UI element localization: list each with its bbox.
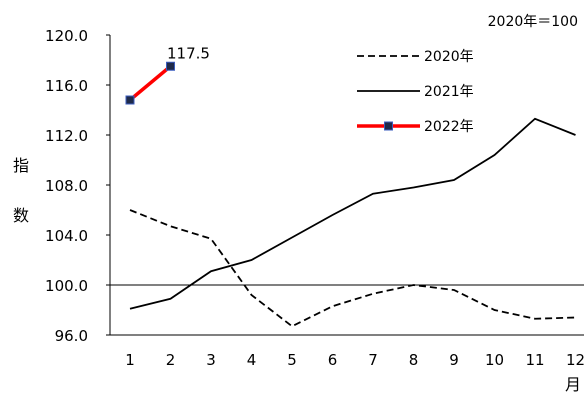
y-tick-label: 96.0 [55, 327, 88, 345]
x-tick-label: 10 [485, 351, 504, 369]
y-axis-ticks: 120.0 116.0 112.0 108.0 104.0 100.0 96.0 [45, 27, 110, 345]
y-axis-label-char-2: 数 [13, 206, 29, 225]
y-tick-label: 120.0 [45, 27, 88, 45]
x-axis-ticks: 1 2 3 4 5 6 7 8 9 10 11 12 [125, 351, 584, 369]
x-tick-label: 3 [206, 351, 216, 369]
series-line-1 [129, 209, 576, 328]
x-axis-unit-label: 月 [565, 375, 581, 394]
x-tick-label: 5 [287, 351, 297, 369]
y-tick-label: 112.0 [45, 127, 88, 145]
x-tick-label: 12 [566, 351, 584, 369]
series-3-point [125, 95, 135, 105]
legend-label-2: 2021年 [424, 84, 474, 100]
x-tick-label: 1 [125, 351, 135, 369]
legend-label-1: 2020年 [424, 49, 474, 65]
series-line-3 [128, 64, 172, 102]
series-line-2 [129, 117, 576, 310]
y-tick-label: 100.0 [45, 277, 88, 295]
y-tick-label: 108.0 [45, 177, 88, 195]
y-tick-label: 104.0 [45, 227, 88, 245]
legend: 2020年 2021年 2022年 [357, 49, 474, 135]
x-tick-label: 2 [166, 351, 176, 369]
x-tick-label: 6 [328, 351, 338, 369]
x-tick-label: 9 [449, 351, 459, 369]
annotations: 117.5 [167, 44, 210, 62]
data-label: 117.5 [167, 44, 210, 62]
legend-label-3: 2022年 [424, 119, 474, 135]
x-tick-label: 8 [409, 351, 419, 369]
base-note: 2020年＝100 [488, 14, 578, 30]
series-3-point [166, 61, 175, 71]
y-tick-label: 116.0 [45, 77, 88, 95]
y-axis-label: 指 数 [13, 156, 29, 225]
y-axis-label-char-1: 指 [13, 156, 29, 175]
x-tick-label: 7 [368, 351, 378, 369]
legend-marker [384, 121, 393, 131]
x-tick-label: 4 [247, 351, 257, 369]
series-layer [125, 61, 576, 328]
x-tick-label: 11 [525, 351, 544, 369]
